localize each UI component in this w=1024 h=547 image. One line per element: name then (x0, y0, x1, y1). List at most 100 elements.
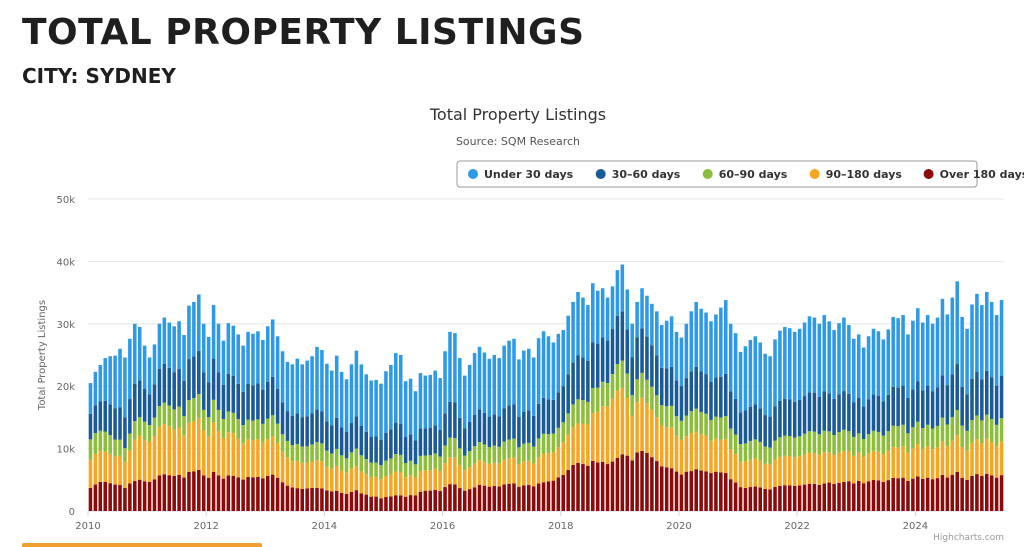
bar-segment[interactable] (650, 457, 654, 511)
bar-segment[interactable] (591, 388, 595, 414)
bar-segment[interactable] (187, 400, 191, 423)
bar-segment[interactable] (576, 462, 580, 511)
bar-segment[interactable] (88, 487, 93, 511)
bar-segment[interactable] (556, 447, 561, 478)
bar-segment[interactable] (600, 337, 605, 382)
bar-segment[interactable] (398, 472, 403, 496)
bar-segment[interactable] (384, 432, 388, 461)
bar-segment[interactable] (349, 364, 354, 424)
bar-segment[interactable] (792, 401, 797, 438)
bar-segment[interactable] (482, 352, 487, 413)
bar-segment[interactable] (187, 422, 191, 472)
bar-segment[interactable] (359, 471, 364, 494)
bar-segment[interactable] (704, 413, 708, 436)
bar-segment[interactable] (610, 398, 615, 462)
bar-segment[interactable] (847, 451, 851, 482)
bar-segment[interactable] (118, 407, 122, 440)
bar-segment[interactable] (487, 463, 492, 487)
bar-segment[interactable] (709, 382, 713, 420)
bar-segment[interactable] (901, 424, 905, 447)
bar-segment[interactable] (778, 485, 782, 511)
bar-segment[interactable] (546, 399, 551, 435)
bar-segment[interactable] (659, 325, 664, 368)
bar-segment[interactable] (994, 385, 999, 425)
bar-segment[interactable] (763, 353, 767, 416)
bar-segment[interactable] (103, 451, 108, 482)
bar-segment[interactable] (960, 446, 964, 479)
bar-segment[interactable] (108, 435, 112, 454)
bar-segment[interactable] (876, 451, 881, 481)
bar-segment[interactable] (462, 375, 467, 429)
bar-segment[interactable] (522, 485, 526, 511)
bar-segment[interactable] (792, 457, 797, 486)
bar-segment[interactable] (472, 446, 477, 464)
bar-segment[interactable] (334, 465, 339, 491)
bar-segment[interactable] (758, 342, 762, 409)
bar-segment[interactable] (586, 424, 590, 466)
bar-segment[interactable] (280, 434, 285, 452)
bar-segment[interactable] (157, 475, 162, 511)
bar-segment[interactable] (482, 444, 487, 462)
bar-segment[interactable] (802, 322, 807, 397)
bar-segment[interactable] (433, 453, 437, 469)
bar-segment[interactable] (635, 452, 639, 511)
bar-segment[interactable] (197, 394, 201, 418)
bar-segment[interactable] (655, 355, 659, 396)
bar-segment[interactable] (231, 375, 236, 413)
bar-segment[interactable] (315, 346, 319, 410)
bar-segment[interactable] (433, 489, 437, 511)
bar-segment[interactable] (320, 411, 324, 444)
bar-segment[interactable] (871, 394, 876, 431)
bar-segment[interactable] (650, 386, 654, 410)
bar-segment[interactable] (866, 434, 871, 454)
bar-segment[interactable] (295, 444, 300, 461)
bar-segment[interactable] (733, 454, 738, 483)
bar-segment[interactable] (945, 314, 950, 386)
bar-segment[interactable] (256, 439, 260, 477)
bar-segment[interactable] (128, 450, 132, 484)
bar-segment[interactable] (531, 357, 536, 416)
bar-segment[interactable] (664, 406, 669, 428)
bar-segment[interactable] (197, 350, 201, 395)
bar-segment[interactable] (817, 396, 822, 435)
bar-segment[interactable] (541, 482, 546, 511)
bar-segment[interactable] (354, 350, 359, 417)
bar-segment[interactable] (753, 404, 758, 440)
bar-segment[interactable] (723, 473, 728, 511)
bar-segment[interactable] (108, 453, 112, 484)
bar-segment[interactable] (167, 405, 172, 427)
bar-segment[interactable] (659, 367, 664, 406)
bar-segment[interactable] (837, 432, 841, 453)
bar-segment[interactable] (379, 439, 383, 466)
bar-segment[interactable] (526, 460, 531, 486)
bar-segment[interactable] (871, 328, 876, 395)
bar-segment[interactable] (655, 395, 659, 418)
bar-segment[interactable] (935, 447, 940, 479)
bar-segment[interactable] (753, 336, 758, 405)
bar-segment[interactable] (241, 443, 245, 480)
bar-segment[interactable] (989, 419, 994, 443)
bar-segment[interactable] (482, 461, 487, 486)
bar-segment[interactable] (192, 398, 196, 422)
bar-segment[interactable] (113, 355, 117, 409)
bar-segment[interactable] (960, 478, 964, 511)
bar-segment[interactable] (531, 446, 536, 464)
bar-segment[interactable] (581, 400, 585, 424)
bar-segment[interactable] (384, 460, 388, 477)
bar-segment[interactable] (408, 434, 413, 461)
bar-segment[interactable] (256, 331, 260, 384)
bar-segment[interactable] (994, 446, 999, 478)
bar-segment[interactable] (462, 428, 467, 456)
bar-segment[interactable] (674, 331, 679, 381)
bar-segment[interactable] (339, 371, 344, 428)
bar-segment[interactable] (206, 382, 211, 417)
bar-segment[interactable] (192, 301, 196, 357)
bar-segment[interactable] (773, 459, 777, 487)
bar-segment[interactable] (428, 374, 433, 429)
bar-segment[interactable] (211, 305, 216, 359)
bar-segment[interactable] (477, 484, 482, 511)
bar-segment[interactable] (275, 336, 280, 389)
bar-segment[interactable] (640, 397, 644, 451)
bar-segment[interactable] (723, 439, 728, 474)
bar-segment[interactable] (270, 376, 275, 416)
